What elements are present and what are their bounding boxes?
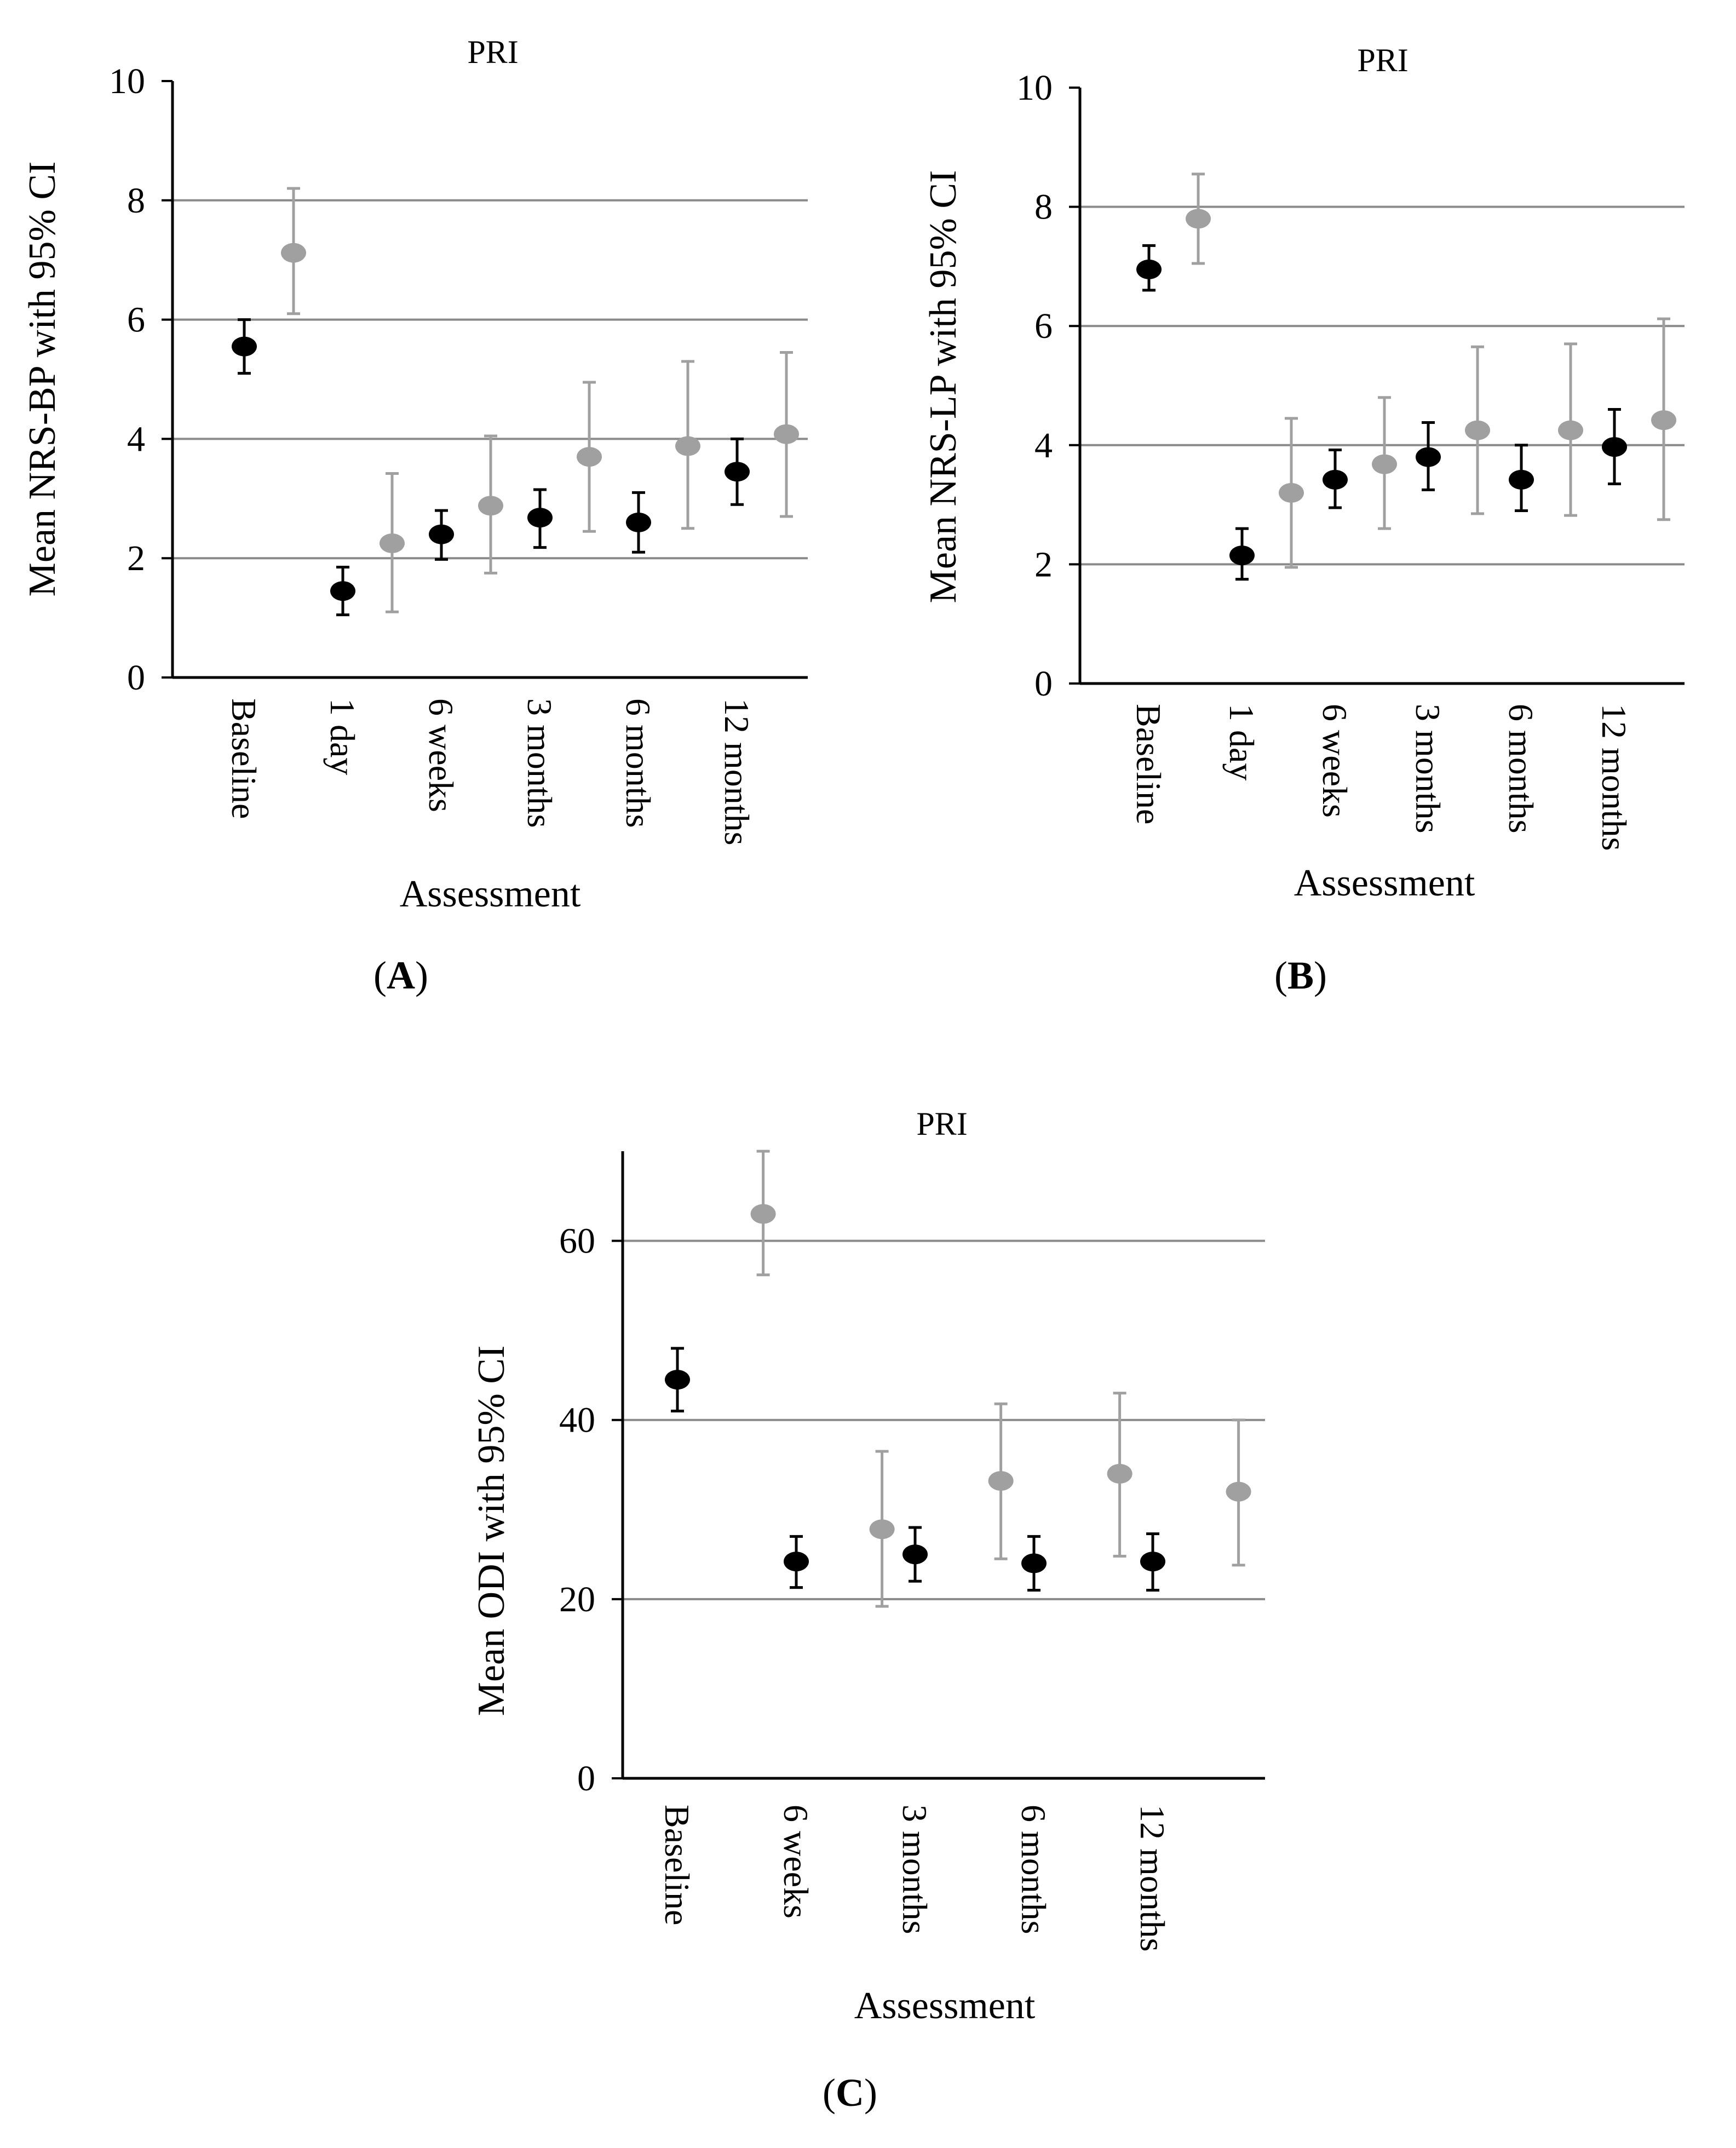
chart-title: PRI [1357, 42, 1408, 78]
data-point [429, 524, 454, 544]
x-category-label: 6 months [619, 698, 658, 828]
data-point [626, 512, 651, 532]
x-category-label: Baseline [658, 1805, 697, 1925]
data-point [988, 1471, 1014, 1491]
panel-letter: B [1287, 954, 1314, 997]
y-tick-label: 0 [577, 1759, 595, 1799]
data-point [1186, 209, 1211, 229]
data-point [1229, 545, 1255, 566]
data-point [281, 243, 306, 263]
data-point [784, 1552, 809, 1572]
x-category-label: 12 months [1133, 1805, 1172, 1951]
data-point [577, 447, 602, 467]
y-tick-label: 10 [1016, 68, 1053, 108]
x-category-label: 6 weeks [777, 1805, 815, 1919]
x-axis-label: Assessment [854, 1985, 1036, 2027]
data-point [675, 436, 700, 456]
y-axis-label: Mean ODI with 95% CI [470, 1346, 513, 1716]
x-category-label: 3 months [1409, 704, 1447, 833]
data-point [1602, 437, 1627, 457]
data-point [1465, 420, 1490, 440]
chart-title: PRI [916, 1106, 967, 1142]
data-point [774, 424, 799, 444]
data-point [1651, 410, 1676, 430]
series-gray [1186, 173, 1676, 569]
x-axis-label: Assessment [1294, 862, 1475, 904]
y-tick-label: 0 [127, 658, 145, 698]
x-category-label: 12 months [1595, 704, 1634, 851]
series-black [232, 318, 750, 617]
chart-panel-c: PRI 0 20 40 60 Mean ODI with 95% CI Baseline 6 … [470, 1106, 1265, 2115]
data-point [1558, 420, 1583, 440]
data-point [903, 1544, 928, 1565]
panel-letter: A [387, 954, 415, 997]
series-black [665, 1347, 1165, 1592]
y-axis-label: Mean NRS-BP with 95% CI [21, 162, 64, 597]
panel-label: (A) [373, 954, 428, 997]
x-category-label: 6 months [1502, 704, 1540, 833]
x-category-label: 1 day [323, 698, 362, 775]
x-category-label: 6 weeks [422, 698, 461, 812]
x-category-label: 1 day [1222, 704, 1261, 780]
y-tick-label: 20 [559, 1580, 595, 1619]
chart-panel-b: PRI 0 2 4 6 8 10 Mean NRS-LP with 95% CI Baselin… [922, 42, 1685, 997]
y-tick-label: 10 [109, 61, 145, 101]
data-point [478, 496, 503, 516]
data-point [527, 508, 553, 528]
chart-panel-a: PRI 0 2 4 6 8 10 Mean NRS-BP with 95% CI Baselin… [21, 34, 808, 997]
data-point [1509, 469, 1534, 490]
data-point [1372, 454, 1397, 474]
panel-label: (C) [823, 2071, 877, 2115]
y-tick-label: 4 [127, 419, 145, 459]
y-tick-label: 2 [1034, 544, 1053, 584]
data-point [1021, 1553, 1047, 1573]
data-point [330, 581, 355, 601]
data-point [1279, 483, 1304, 503]
data-point [725, 462, 750, 482]
series-gray [281, 187, 799, 613]
y-tick-label: 60 [559, 1221, 595, 1261]
x-category-label: 3 months [895, 1805, 934, 1934]
data-point [1226, 1481, 1251, 1502]
y-axis-label: Mean NRS-LP with 95% CI [922, 170, 964, 604]
series-black [1136, 244, 1627, 581]
x-axis-label: Assessment [400, 873, 581, 915]
x-category-label: 3 months [520, 698, 559, 828]
y-tick-label: 2 [127, 538, 145, 578]
data-point [1140, 1552, 1165, 1572]
panel-letter: C [836, 2071, 864, 2115]
x-category-label: Baseline [1129, 704, 1168, 824]
data-point [1107, 1463, 1133, 1484]
x-category-label: 6 months [1014, 1805, 1053, 1934]
data-point [869, 1519, 895, 1540]
chart-title: PRI [467, 34, 518, 70]
x-category-label: 12 months [717, 698, 756, 845]
data-point [750, 1204, 776, 1224]
y-tick-label: 8 [127, 181, 145, 221]
x-category-label: 6 weeks [1315, 704, 1354, 818]
y-tick-label: 8 [1034, 187, 1053, 227]
y-tick-label: 6 [1034, 306, 1053, 346]
data-point [1416, 447, 1441, 467]
y-tick-label: 4 [1034, 426, 1053, 466]
data-point [665, 1370, 690, 1390]
y-tick-label: 0 [1034, 664, 1053, 704]
y-tick-label: 40 [559, 1400, 595, 1440]
panel-label: (B) [1274, 954, 1327, 997]
data-point [232, 336, 257, 357]
data-point [1323, 469, 1348, 490]
y-tick-label: 6 [127, 300, 145, 340]
series-gray [750, 1150, 1251, 1608]
data-point [1136, 259, 1162, 279]
data-point [380, 533, 405, 553]
x-category-label: Baseline [225, 698, 263, 819]
